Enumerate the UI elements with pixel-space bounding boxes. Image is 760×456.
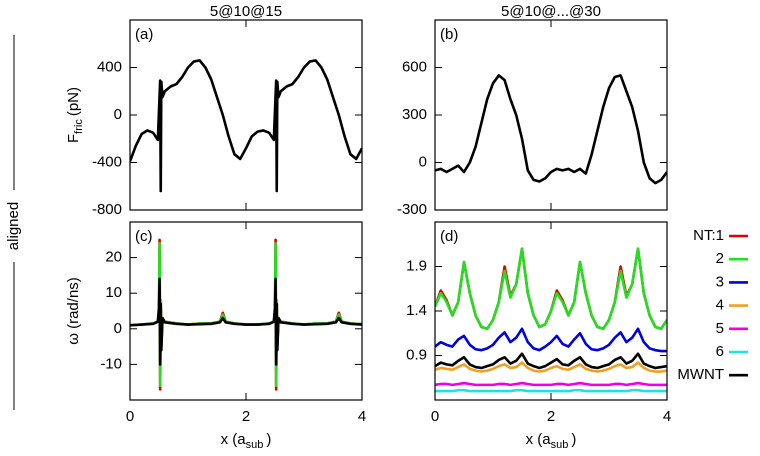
line-series [435,74,667,185]
line-series [435,388,667,393]
y-tick-label: 0.9 [406,346,427,363]
y-tick-label: 0 [114,320,122,337]
y-tick-label: -400 [92,153,122,170]
plot-frame [434,19,668,211]
axis-label: x (asub) [526,431,577,451]
y-tick-label: 300 [402,106,427,123]
column-title: 5@10@...@30 [501,3,601,20]
x-tick-label: 0 [431,408,439,425]
panel-label: (b) [440,26,458,43]
legend-label: 6 [716,343,724,360]
y-tick-label: -10 [100,355,122,372]
line-series [435,327,667,353]
label-part: x (a [526,431,552,448]
line-series [435,381,667,387]
label-part: ) [571,431,576,448]
line-series [130,238,362,391]
label-part: fric [73,119,85,134]
y-tick-label: 1.9 [406,257,427,274]
legend-label: 2 [716,250,724,267]
line-series [130,277,362,366]
x-tick-label: 2 [242,408,250,425]
label-part: F [65,134,82,143]
plot-frame [434,221,668,401]
label-part: sub [246,439,264,451]
panel-label: (a) [135,26,153,43]
label-part: ω (rad/ns) [65,277,82,345]
y-tick-label: 1.4 [406,302,427,319]
line-series [435,247,667,331]
line-series [130,242,362,388]
label-part: x (a [221,431,247,448]
axis-label: ω (rad/ns) [65,277,82,345]
column-title: 5@10@15 [210,3,282,20]
label-part: (pN) [65,87,82,116]
x-tick-label: 2 [547,408,555,425]
y-tick-label: 400 [97,58,122,75]
x-tick-label: 4 [358,408,366,425]
x-tick-label: 4 [663,408,671,425]
legend-label: NT:1 [693,227,724,244]
legend-label: 4 [716,297,724,314]
axis-label: x (asub) [221,431,272,451]
legend-label: 5 [716,320,724,337]
y-tick-label: 600 [402,58,427,75]
label-part: ) [266,431,271,448]
axis-label: Ffric (pN) [65,87,85,143]
y-tick-label: -800 [92,201,122,218]
label-part: sub [551,439,569,451]
line-series [435,352,667,370]
y-tick-label: 0 [419,153,427,170]
y-tick-label: 10 [105,284,122,301]
y-tick-label: 0 [114,106,122,123]
legend-label: 3 [716,273,724,290]
plot-frame [129,221,363,401]
plot-frame [129,19,363,211]
y-tick-label: 20 [105,249,122,266]
legend-label: MWNT [677,366,724,383]
panel-label: (d) [440,228,458,245]
x-tick-label: 0 [126,408,134,425]
row-label: aligned [5,202,22,250]
line-series [435,361,667,373]
y-tick-label: -300 [397,201,427,218]
line-series [130,59,362,193]
panel-label: (c) [135,228,153,245]
